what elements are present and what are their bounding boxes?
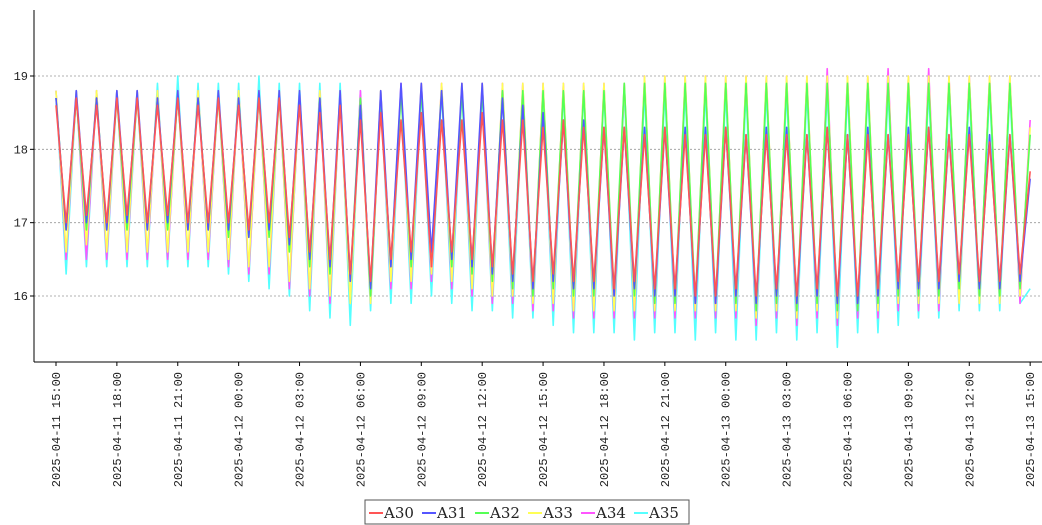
series-line bbox=[55, 82, 1031, 305]
legend-label: A34 bbox=[595, 504, 626, 522]
x-tick-label: 2025-04-13 06:00 bbox=[842, 372, 856, 487]
x-tick-label: 2025-04-11 15:00 bbox=[50, 372, 64, 487]
x-tick-label: 2025-04-12 12:00 bbox=[476, 372, 490, 487]
x-tick-label: 2025-04-13 09:00 bbox=[902, 372, 916, 487]
x-tick-label: 2025-04-13 03:00 bbox=[781, 372, 795, 487]
x-tick-label: 2025-04-13 00:00 bbox=[720, 372, 734, 487]
x-tick-label: 2025-04-12 21:00 bbox=[659, 372, 673, 487]
legend-label: A32 bbox=[489, 504, 520, 522]
legend-label: A33 bbox=[542, 504, 573, 522]
x-tick-label: 2025-04-13 15:00 bbox=[1024, 372, 1038, 487]
x-tick-label: 2025-04-12 06:00 bbox=[354, 372, 368, 487]
series-line bbox=[55, 97, 1031, 297]
x-tick-label: 2025-04-12 00:00 bbox=[233, 372, 247, 487]
y-tick-label: 16 bbox=[14, 290, 28, 304]
y-tick-label: 17 bbox=[14, 217, 28, 231]
x-tick-label: 2025-04-11 21:00 bbox=[172, 372, 186, 487]
y-tick-label: 19 bbox=[14, 70, 28, 84]
x-tick-label: 2025-04-13 12:00 bbox=[963, 372, 977, 487]
legend-label: A31 bbox=[436, 504, 467, 522]
legend-label: A35 bbox=[648, 504, 679, 522]
x-tick-label: 2025-04-11 18:00 bbox=[111, 372, 125, 487]
x-tick-label: 2025-04-12 09:00 bbox=[415, 372, 429, 487]
x-tick-label: 2025-04-12 15:00 bbox=[537, 372, 551, 487]
x-tick-label: 2025-04-12 18:00 bbox=[598, 372, 612, 487]
x-tick-label: 2025-04-12 03:00 bbox=[294, 372, 308, 487]
y-tick-label: 18 bbox=[14, 143, 28, 157]
legend-label: A30 bbox=[383, 504, 414, 522]
